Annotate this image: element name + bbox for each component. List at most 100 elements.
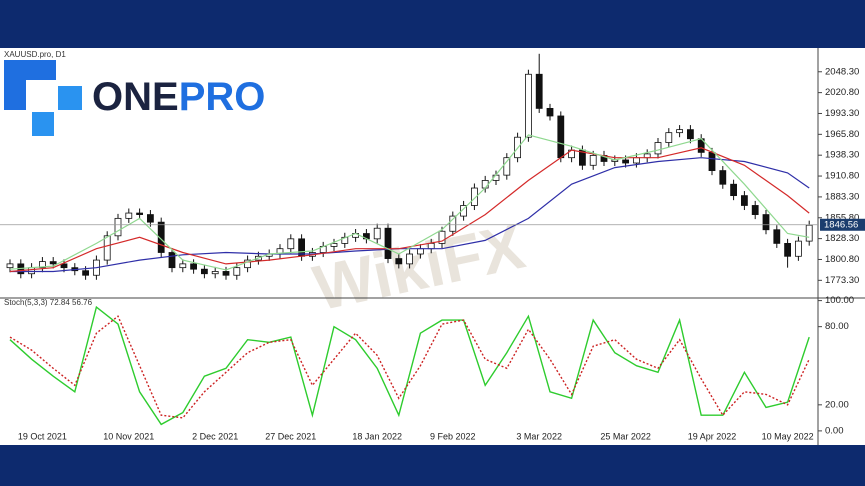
candle-body: [503, 157, 511, 176]
candle-body: [60, 263, 68, 269]
x-tick-label: 27 Dec 2021: [265, 431, 316, 441]
candle-body: [676, 129, 683, 134]
candle-body: [535, 73, 543, 109]
moving-average: [9, 134, 810, 271]
candle-body: [481, 180, 489, 189]
candle-body: [222, 271, 230, 276]
y-tick-label: 1828.30: [825, 233, 859, 244]
candle-body: [589, 155, 597, 166]
x-tick-label: 19 Apr 2022: [688, 431, 737, 441]
stoch-line: [9, 305, 810, 426]
candle-body: [773, 229, 781, 244]
candle-body: [103, 235, 111, 261]
moving-average: [10, 157, 810, 273]
candle-body: [427, 242, 435, 250]
x-tick-label: 10 Nov 2021: [103, 431, 154, 441]
candle-body: [136, 212, 144, 215]
last-price-box: [820, 218, 865, 231]
candle-body: [665, 132, 673, 143]
candle-body: [741, 195, 748, 206]
y-tick-label: 0.00: [825, 425, 844, 436]
candle-body: [200, 268, 208, 275]
y-tick-label: 80.00: [825, 321, 849, 332]
candle-body: [330, 242, 338, 247]
candle-body: [114, 217, 122, 237]
x-tick-label: 3 Mar 2022: [516, 431, 562, 441]
candle-body: [654, 142, 662, 155]
x-tick-label: 25 Mar 2022: [600, 431, 651, 441]
candle-body: [82, 270, 89, 276]
candle-body: [211, 271, 219, 275]
candle-body: [719, 170, 727, 185]
y-tick-label: 1993.30: [825, 108, 859, 119]
candle-body: [157, 221, 165, 253]
candle-body: [233, 267, 241, 276]
candle-body: [687, 129, 694, 140]
candle-body: [449, 215, 457, 232]
y-tick-label: 2020.80: [825, 87, 859, 98]
y-tick-label: 1773.30: [825, 275, 859, 286]
x-tick-label: 18 Jan 2022: [352, 431, 402, 441]
candle-body: [179, 263, 187, 269]
last-price-label: 1846.56: [824, 219, 858, 230]
y-tick-label: 1883.30: [825, 191, 859, 202]
y-tick-label: 1800.80: [825, 254, 859, 265]
candle-body: [384, 227, 392, 259]
candle-body: [190, 263, 198, 270]
candle-body: [6, 263, 14, 269]
logo-shape: [58, 86, 82, 110]
y-tick-label: 2048.30: [825, 66, 859, 77]
candle-body: [784, 242, 791, 257]
y-tick-label: 1938.30: [825, 150, 859, 161]
candle-body: [125, 212, 133, 219]
candle-body: [557, 115, 565, 159]
y-tick-label: 20.00: [825, 399, 849, 410]
candle-body: [39, 261, 46, 269]
plot: 1773.30 1800.80 1828.30 1855.80 1883.30 1910.…: [0, 48, 865, 445]
candle-body: [460, 205, 468, 217]
bottom-band: [0, 445, 865, 486]
y-tick-label: 1855.80: [825, 212, 859, 223]
logo-text: ONEPRO: [92, 75, 265, 119]
candle-body: [416, 248, 424, 255]
x-tick-label: 19 Oct 2021: [18, 431, 67, 441]
y-tick-label: 1965.80: [825, 129, 859, 140]
y-tick-label: 1910.80: [825, 171, 859, 182]
x-tick-label: 9 Feb 2022: [430, 431, 476, 441]
top-band: [0, 0, 865, 48]
candle-body: [633, 157, 640, 164]
stoch-line: [9, 315, 810, 419]
candle-body: [751, 205, 759, 215]
logo-part: PRO: [179, 75, 266, 119]
candle-body: [49, 261, 57, 265]
candle-body: [28, 267, 36, 275]
logo-shape: [4, 60, 56, 80]
logo-shape: [32, 112, 54, 136]
candle-body: [762, 214, 770, 231]
chart-title: Stoch(5,3,3) 72.84 56.76: [4, 298, 93, 307]
candle-body: [373, 227, 381, 240]
moving-average: [9, 147, 810, 273]
chart-title: XAUUSD.pro, D1: [4, 50, 66, 59]
candle-body: [622, 159, 629, 164]
candle-body: [795, 240, 802, 257]
candle-body: [470, 187, 478, 206]
candle-body: [438, 230, 446, 244]
x-tick-label: 10 May 2022: [762, 431, 814, 441]
candle-body: [168, 252, 176, 269]
logo-part: ONE: [92, 75, 179, 119]
x-tick-label: 2 Dec 2021: [192, 431, 238, 441]
candle-body: [805, 224, 813, 242]
candle-body: [406, 253, 414, 265]
candle-body: [730, 183, 737, 197]
candle-body: [525, 73, 532, 138]
candle-body: [395, 258, 403, 265]
candle-body: [244, 259, 252, 269]
y-tick-label: 100.00: [825, 295, 854, 306]
candle-body: [287, 238, 295, 250]
candle-body: [708, 151, 716, 171]
candle-body: [546, 107, 554, 117]
logo: ONEPRO: [4, 60, 265, 136]
candle-body: [146, 214, 154, 223]
